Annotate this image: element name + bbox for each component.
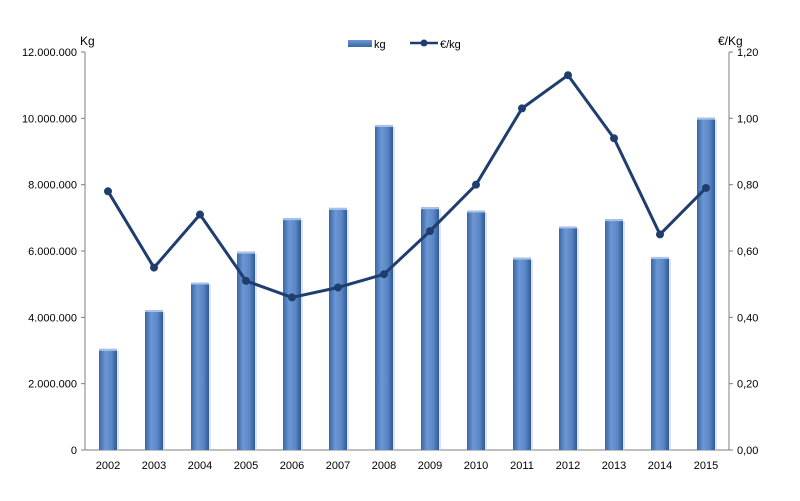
bar-2011	[513, 257, 531, 450]
legend: kg €/kg	[348, 39, 461, 51]
left-tick-label: 10.000.000	[22, 113, 77, 125]
right-axis-title: €/Kg	[718, 34, 743, 48]
x-tick-label: 2015	[694, 460, 718, 472]
x-tick-label: 2012	[556, 460, 580, 472]
price-point-2006	[288, 293, 296, 302]
x-tick-label: 2005	[234, 460, 258, 472]
left-tick-label: 0	[71, 445, 77, 457]
bar-top-highlight	[605, 219, 623, 222]
price-point-2005	[242, 276, 250, 285]
left-tick-label: 2.000.000	[28, 379, 77, 391]
x-tick-label: 2008	[372, 460, 396, 472]
bar-top-highlight	[145, 310, 163, 313]
x-tick-label: 2010	[464, 460, 488, 472]
price-line	[106, 73, 708, 299]
bar-top-highlight	[467, 210, 485, 213]
price-point-2014	[656, 230, 664, 239]
bar-2004	[191, 282, 209, 450]
left-tick-label: 6.000.000	[28, 246, 77, 258]
bar-series-kg	[99, 117, 717, 451]
price-point-2013	[610, 134, 618, 143]
price-point-2009	[426, 227, 434, 236]
bar-2014	[651, 256, 669, 450]
x-axis-tick-labels: 2002 2003 2004 2005 2006 2007 2008 2009 2010 2011…	[96, 460, 718, 472]
left-tick-label: 8.000.000	[28, 180, 77, 192]
x-tick-label: 2002	[96, 460, 120, 472]
right-tick-label: 0,00	[737, 445, 758, 457]
x-tick-label: 2014	[648, 460, 672, 472]
price-point-2011	[518, 104, 526, 113]
right-tick-label: 0,20	[737, 379, 758, 391]
bar-top-highlight	[513, 257, 531, 260]
bar-top-highlight	[99, 348, 117, 351]
right-axis-ticks: 0,00 0,20 0,40 0,60 0,80 1,00 1,20	[729, 47, 758, 457]
left-axis-ticks: 0 2.000.000 4.000.000 6.000.000 8.000.000 10.…	[22, 47, 85, 457]
x-tick-label: 2009	[418, 460, 442, 472]
bar-2007	[329, 207, 347, 450]
left-tick-label: 4.000.000	[28, 312, 77, 324]
x-tick-label: 2006	[280, 460, 304, 472]
right-tick-label: 0,60	[737, 246, 758, 258]
x-tick-label: 2011	[510, 460, 534, 472]
left-axis-title: Kg	[80, 34, 95, 48]
right-tick-label: 1,20	[737, 47, 758, 59]
x-tick-label: 2013	[602, 460, 626, 472]
x-tick-label: 2007	[326, 460, 350, 472]
price-point-2012	[564, 71, 572, 80]
bar-2005	[237, 251, 255, 450]
bar-2008	[375, 124, 393, 450]
price-point-2010	[472, 180, 480, 189]
legend-label-price: €/kg	[440, 39, 461, 51]
legend-marker-price	[420, 39, 428, 47]
bar-top-highlight	[697, 117, 715, 120]
bar-top-highlight	[283, 218, 301, 221]
x-tick-label: 2003	[142, 460, 166, 472]
price-point-2007	[334, 283, 342, 292]
bar-top-highlight	[191, 282, 209, 285]
price-point-2008	[380, 270, 388, 279]
legend-swatch-kg	[348, 40, 372, 47]
bar-2002	[99, 348, 117, 450]
bar-2012	[559, 226, 577, 450]
bar-2003	[145, 310, 163, 450]
right-tick-label: 0,40	[737, 312, 758, 324]
left-tick-label: 12.000.000	[22, 47, 77, 59]
x-tick-label: 2004	[188, 460, 212, 472]
line-series-price	[104, 71, 710, 302]
price-point-2015	[702, 183, 710, 192]
bar-top-highlight	[375, 124, 393, 127]
bar-top-highlight	[421, 207, 439, 210]
bar-2006	[283, 218, 301, 450]
bar-2015	[697, 117, 715, 451]
price-point-2002	[104, 187, 112, 196]
legend-label-kg: kg	[374, 39, 386, 51]
right-tick-label: 1,00	[737, 113, 758, 125]
price-point-2004	[196, 210, 204, 219]
right-tick-label: 0,80	[737, 180, 758, 192]
bar-top-highlight	[237, 251, 255, 254]
bar-2013	[605, 219, 623, 450]
bar-2010	[467, 210, 485, 450]
bar-top-highlight	[559, 226, 577, 229]
bar-top-highlight	[329, 207, 347, 210]
bar-top-highlight	[651, 256, 669, 259]
price-point-2003	[150, 263, 158, 272]
bar-2009	[421, 207, 439, 450]
